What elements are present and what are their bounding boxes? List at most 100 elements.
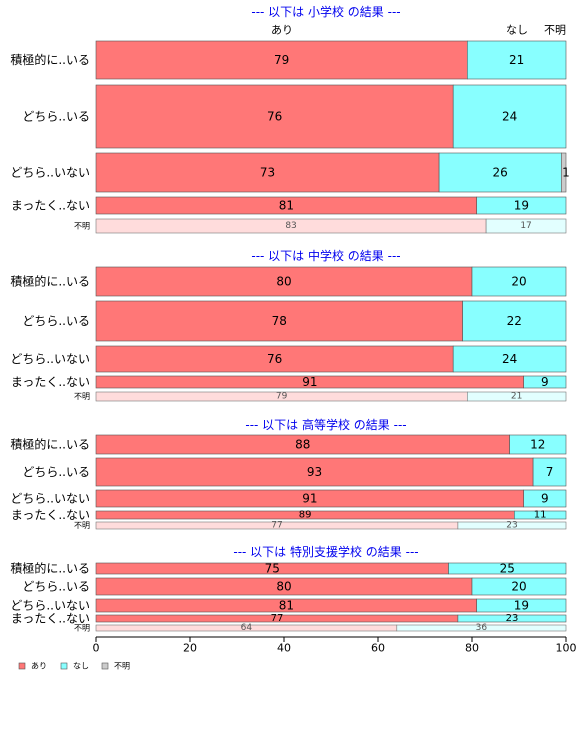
column-header: あり [271,24,293,37]
data-label: 93 [307,465,322,479]
data-label: 12 [530,438,545,452]
bar-segment [95,84,454,149]
data-label: 11 [534,510,547,521]
data-label: 79 [274,53,289,67]
row-label: 積極的に..いる [10,561,90,576]
data-label: 25 [500,562,515,576]
legend-label: 不明 [114,662,130,671]
data-label: 21 [509,53,524,67]
data-label: 91 [302,375,317,389]
legend-swatch [60,662,68,670]
bar-segment [466,391,567,402]
data-label: 17 [520,221,531,231]
row-label: 不明 [74,624,90,633]
bar-segment [485,218,567,234]
panel-title: --- 以下は 中学校 の結果 --- [251,248,400,263]
bar-segment [457,521,567,530]
panel-title: --- 以下は 小学校 の結果 --- [251,4,400,19]
row-label: 積極的に..いる [10,437,90,452]
data-label: 20 [511,275,526,289]
x-tick-label: 100 [556,642,577,655]
data-label: 75 [265,562,280,576]
x-tick-label: 40 [277,642,291,655]
bar-segment [476,196,567,215]
data-label: 78 [272,314,287,328]
row-label: 不明 [74,222,90,231]
data-label: 23 [506,613,519,624]
bar-segment [452,345,567,373]
bar-segment [95,345,454,373]
row-label: どちら..いない [10,492,90,506]
data-label: 36 [476,623,488,633]
bar-segment [95,266,473,297]
data-label: 73 [260,166,275,180]
bar-segment [532,457,567,487]
x-tick-label: 20 [183,642,197,655]
legend-label: なし [73,662,89,671]
row-label: どちら..いる [22,110,90,124]
legend-swatch [18,662,26,670]
row-label: どちら..いる [22,314,90,328]
row-label: 不明 [74,392,90,401]
x-tick-label: 0 [93,642,100,655]
data-label: 77 [271,613,284,624]
bar-segment [476,598,567,613]
data-label: 24 [502,352,517,366]
bar-segment [466,40,567,80]
bar-segment [560,152,567,193]
row-label: 不明 [74,521,90,530]
bar-segment [95,40,468,80]
bar-segment [523,489,567,508]
data-label: 81 [279,199,294,213]
legend-swatch [101,662,109,670]
data-label: 19 [514,199,529,213]
data-label: 26 [493,166,508,180]
panel-title: --- 以下は 特別支援学校 の結果 --- [233,544,418,559]
data-label: 19 [514,599,529,613]
bar-segment [523,375,567,389]
data-label: 9 [541,492,549,506]
bar-segment [396,624,567,632]
data-label: 21 [511,392,522,402]
data-label: 24 [502,110,517,124]
data-label: 91 [302,492,317,506]
row-label: まったく..ない [11,375,90,389]
row-label: どちら..いない [10,599,90,613]
row-label: まったく..ない [11,508,90,522]
bar-segment [509,434,567,455]
bar-segment [95,457,534,487]
data-label: 88 [295,438,310,452]
row-label: まったく..ない [11,612,90,626]
data-label: 81 [279,599,294,613]
data-label: 22 [507,314,522,328]
x-tick-label: 60 [371,642,385,655]
bar-segment [452,84,567,149]
data-label: 76 [267,110,282,124]
data-label: 80 [276,275,291,289]
bar-segment [471,577,567,596]
x-tick-label: 80 [465,642,479,655]
data-label: 79 [276,392,288,402]
row-label: どちら..いる [22,465,90,479]
data-label: 1 [562,166,570,180]
bar-segment [448,562,567,575]
row-label: どちら..いる [22,580,90,594]
data-label: 9 [541,375,549,389]
data-label: 80 [276,580,291,594]
data-label: 83 [285,221,296,231]
data-label: 77 [271,521,282,531]
bar-segment [471,266,567,297]
bar-segment [462,300,567,342]
bar-segment [438,152,562,193]
legend-label: あり [31,662,47,671]
data-label: 64 [241,623,253,633]
row-label: どちら..いない [10,352,90,366]
column-header: 不明 [544,24,566,37]
row-label: 積極的に..いる [10,274,90,289]
column-header: なし [506,24,528,37]
bar-segment [513,510,567,520]
data-label: 76 [267,352,282,366]
row-label: 積極的に..いる [10,52,90,67]
data-label: 20 [511,580,526,594]
